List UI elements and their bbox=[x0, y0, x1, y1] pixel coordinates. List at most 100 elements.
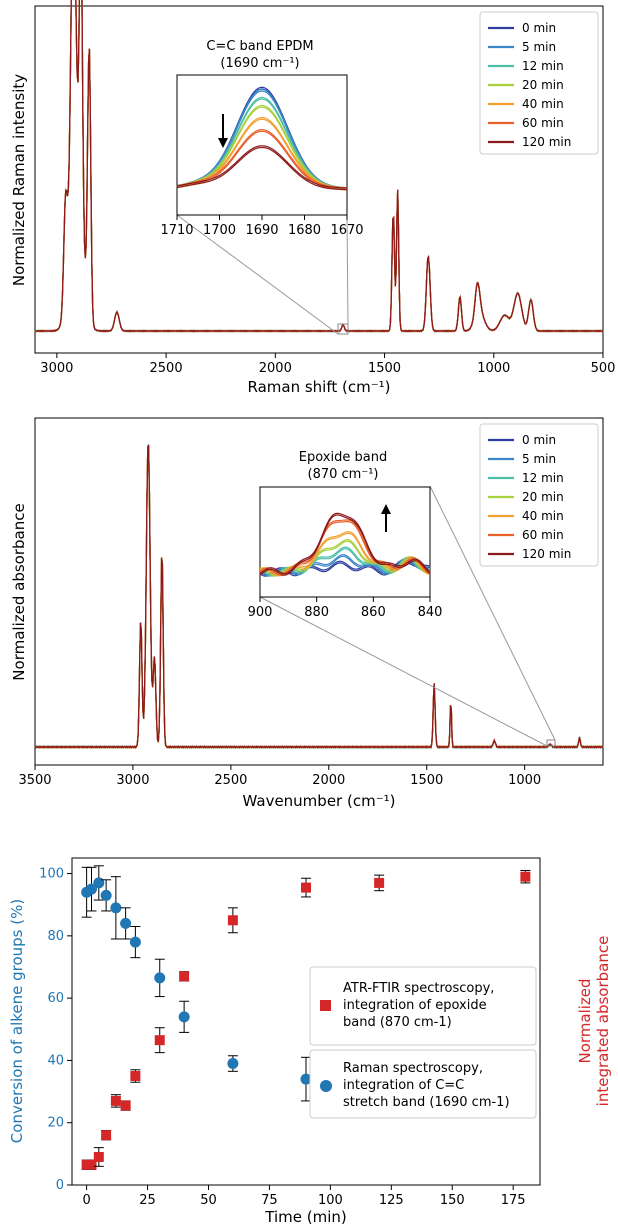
ftir-plot-frame bbox=[34, 417, 604, 766]
ftir-y-axis-label: Normalized absorbance bbox=[10, 503, 28, 680]
kinetics-ftir-point bbox=[130, 1071, 141, 1081]
ftir-inset-x-tick-label: 840 bbox=[418, 605, 443, 620]
kinetics-ftir-point bbox=[227, 915, 238, 926]
kinetics-raman-point bbox=[178, 1011, 190, 1023]
kinetics-ftir-point bbox=[520, 871, 531, 882]
ftir-legend: 0 min 5 min 12 min 20 min 40 min 60 min 120 mi… bbox=[479, 423, 599, 567]
raman-inset-x-ticks: 1710 1700 1690 1680 1670 bbox=[160, 215, 364, 238]
raman-inset-curve-4 bbox=[176, 117, 347, 189]
ftir-connector-left bbox=[259, 596, 548, 747]
kinetics-raman-point bbox=[300, 1073, 312, 1085]
kinetics-legend-raman-line3: stretch band (1690 cm-1) bbox=[343, 1095, 510, 1110]
kinetics-ftir-point bbox=[101, 1130, 112, 1141]
ftir-inset-title: Epoxide band bbox=[299, 450, 387, 465]
raman-x-ticks: 3000 2500 2000 1500 1000 500 bbox=[40, 353, 615, 376]
raman-inset-curve-6 bbox=[176, 145, 348, 189]
raman-spectrum-6 bbox=[34, 0, 604, 333]
raman-inset-curves bbox=[176, 86, 348, 191]
kinetics-x-tick-label: 125 bbox=[379, 1193, 404, 1208]
raman-legend-label: 0 min bbox=[522, 21, 556, 35]
raman-legend-label: 60 min bbox=[522, 116, 564, 130]
ftir-x-tick-label: 2500 bbox=[214, 773, 247, 788]
ftir-panel: 3500 3000 2500 2000 1500 1000 Wavenumber (cm⁻… bbox=[10, 417, 604, 810]
ftir-x-tick-label: 3000 bbox=[116, 773, 149, 788]
raman-inset-curve-3 bbox=[176, 104, 348, 189]
ftir-inset-x-tick-label: 900 bbox=[248, 605, 273, 620]
kinetics-legend-ftir-line3: band (870 cm-1) bbox=[343, 1015, 452, 1030]
kinetics-x-tick-label: 25 bbox=[139, 1193, 156, 1208]
raman-inset-x-tick-label: 1700 bbox=[203, 223, 236, 238]
ftir-inset-curve-3 bbox=[259, 539, 431, 575]
kinetics-y-tick-label: 60 bbox=[47, 991, 64, 1006]
ftir-x-tick-label: 2000 bbox=[312, 773, 345, 788]
ftir-legend-label: 40 min bbox=[522, 509, 564, 523]
raman-inset-x-tick-label: 1710 bbox=[160, 223, 193, 238]
raman-zoom-marker bbox=[337, 323, 349, 335]
kinetics-ftir-point bbox=[154, 1035, 165, 1046]
kinetics-x-tick-label: 75 bbox=[261, 1193, 278, 1208]
kinetics-raman-point bbox=[154, 972, 166, 984]
ftir-inset-up-arrow bbox=[381, 504, 391, 532]
raman-legend-label: 40 min bbox=[522, 97, 564, 111]
raman-legend-label: 120 min bbox=[522, 135, 571, 149]
raman-inset-curve-6 bbox=[176, 146, 347, 191]
kinetics-ftir-point bbox=[301, 882, 311, 893]
kinetics-points bbox=[81, 865, 531, 1170]
kinetics-raman-point bbox=[227, 1058, 239, 1070]
raman-x-tick-label: 2500 bbox=[150, 361, 183, 376]
raman-inset-curve-5 bbox=[176, 128, 347, 189]
raman-x-tick-label: 500 bbox=[591, 361, 616, 376]
raman-legend-label: 12 min bbox=[522, 59, 564, 73]
kinetics-y-tick-label: 20 bbox=[47, 1116, 64, 1131]
raman-inset-subtitle: (1690 cm⁻¹) bbox=[220, 56, 299, 71]
ftir-x-tick-label: 3500 bbox=[18, 773, 51, 788]
kinetics-x-tick-label: 150 bbox=[440, 1193, 465, 1208]
kinetics-ftir-point bbox=[110, 1095, 121, 1106]
ftir-x-tick-label: 1000 bbox=[508, 773, 541, 788]
ftir-inset-curves bbox=[259, 512, 431, 577]
raman-inset-x-tick-label: 1670 bbox=[330, 223, 363, 238]
ftir-legend-label: 0 min bbox=[522, 433, 556, 447]
raman-legend-label: 5 min bbox=[522, 40, 556, 54]
kinetics-ftir-point bbox=[86, 1159, 97, 1170]
ftir-zoom-marker bbox=[546, 739, 556, 747]
kinetics-raman-point bbox=[110, 902, 122, 914]
kinetics-ftir-point bbox=[120, 1100, 131, 1111]
ftir-connector-right bbox=[429, 485, 556, 741]
raman-x-tick-label: 1000 bbox=[477, 361, 510, 376]
ftir-inset-subtitle: (870 cm⁻¹) bbox=[308, 467, 379, 482]
kinetics-legend-raman-line2: integration of C=C bbox=[343, 1078, 464, 1093]
raman-spectra bbox=[34, 0, 604, 333]
kinetics-x-tick-label: 0 bbox=[82, 1193, 90, 1208]
raman-x-axis-label: Raman shift (cm⁻¹) bbox=[247, 378, 390, 396]
kinetics-legend-raman-box bbox=[309, 1049, 537, 1119]
ftir-inset-curve-6 bbox=[259, 512, 431, 574]
ftir-x-axis-label: Wavenumber (cm⁻¹) bbox=[243, 792, 396, 810]
ftir-x-ticks: 3500 3000 2500 2000 1500 1000 bbox=[18, 765, 541, 788]
ftir-inset-x-ticks: 900 880 860 840 bbox=[248, 597, 443, 620]
kinetics-legend-ftir-marker bbox=[320, 1000, 331, 1011]
raman-connector-right bbox=[346, 214, 349, 325]
ftir-inset-curve-6 bbox=[259, 514, 431, 576]
ftir-x-tick-label: 1500 bbox=[410, 773, 443, 788]
kinetics-x-tick-label: 100 bbox=[318, 1193, 343, 1208]
kinetics-right-axis-label-line1: Normalized bbox=[576, 978, 594, 1063]
kinetics-raman-point bbox=[100, 889, 112, 901]
ftir-inset: 900 880 860 840 Epoxide band (870 cm⁻¹) bbox=[248, 450, 443, 620]
raman-inset-x-tick-label: 1680 bbox=[288, 223, 321, 238]
raman-inset-down-arrow bbox=[218, 114, 228, 148]
kinetics-legend-ftir-line1: ATR-FTIR spectroscopy, bbox=[343, 981, 494, 996]
raman-inset-title: C=C band EPDM bbox=[206, 39, 313, 54]
raman-x-tick-label: 1500 bbox=[368, 361, 401, 376]
raman-x-tick-label: 3000 bbox=[40, 361, 73, 376]
ftir-legend-label: 20 min bbox=[522, 490, 564, 504]
kinetics-raman-point bbox=[120, 917, 132, 929]
raman-y-axis-label: Normalized Raman intensity bbox=[10, 74, 28, 286]
kinetics-right-axis-label-line2: integrated absorbance bbox=[594, 936, 612, 1107]
raman-inset: 1710 1700 1690 1680 1670 C=C band EPDM (1690… bbox=[160, 39, 363, 238]
raman-connector-left bbox=[176, 214, 339, 335]
ftir-legend-label: 5 min bbox=[522, 452, 556, 466]
ftir-inset-x-tick-label: 860 bbox=[361, 605, 386, 620]
kinetics-y-tick-label: 100 bbox=[39, 867, 64, 882]
